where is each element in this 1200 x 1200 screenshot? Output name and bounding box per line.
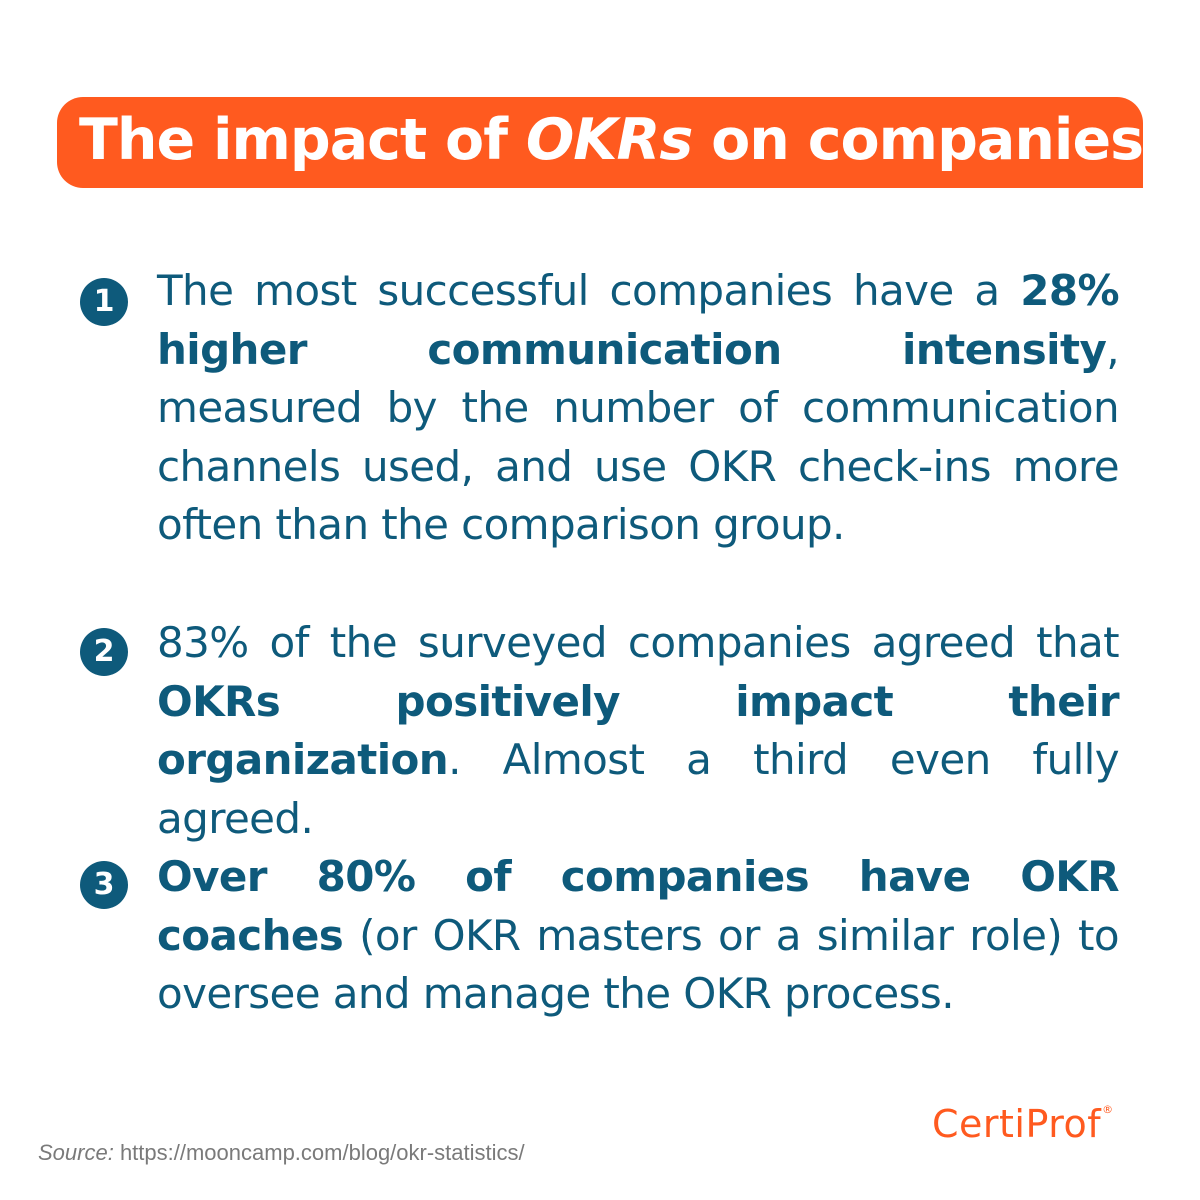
logo-text: CertiProf <box>932 1102 1102 1146</box>
source-citation: Source: https://mooncamp.com/blog/okr-st… <box>38 1138 525 1168</box>
title-banner: The impact of OKRs on companies <box>57 97 1143 188</box>
number-badge-1: 1 <box>80 278 128 326</box>
title-part-2: OKRs <box>525 107 693 173</box>
stat-1-segment-2: 28% higher communication intensity <box>157 266 1120 374</box>
stat-2-segment-3: . Almost a third even fully agreed. <box>157 735 1120 843</box>
registered-mark: ® <box>1102 1103 1114 1116</box>
stat-text-3: Over 80% of companies have OKR coaches (… <box>157 848 1120 1024</box>
stat-2-segment-1: 83% of the surveyed companies agreed tha… <box>157 618 1120 667</box>
stat-2-segment-2: OKRs positively impact their organizatio… <box>157 676 1120 785</box>
number-badge-2: 2 <box>80 628 128 676</box>
title-part-1: The impact of <box>79 107 526 173</box>
stat-3-segment-1: Over 80% of companies have OKR coaches <box>157 852 1120 960</box>
certiprof-logo: CertiProf® <box>932 1102 1114 1146</box>
stat-1-segment-3: , measured by the number of communicatio… <box>157 324 1120 550</box>
source-label: Source: <box>38 1140 114 1165</box>
stat-3-segment-2: (or OKR masters or a similar role) to ov… <box>157 910 1120 1019</box>
title-part-3: on companies <box>692 107 1143 173</box>
number-badge-3: 3 <box>80 861 128 909</box>
stat-text-1: The most successful companies have a 28%… <box>157 262 1120 555</box>
stat-1-segment-1: The most successful companies have a <box>157 266 1021 315</box>
stat-text-2: 83% of the surveyed companies agreed tha… <box>157 614 1120 848</box>
source-url: https://mooncamp.com/blog/okr-statistics… <box>113 1140 525 1165</box>
page-title: The impact of OKRs on companies <box>79 103 1143 177</box>
